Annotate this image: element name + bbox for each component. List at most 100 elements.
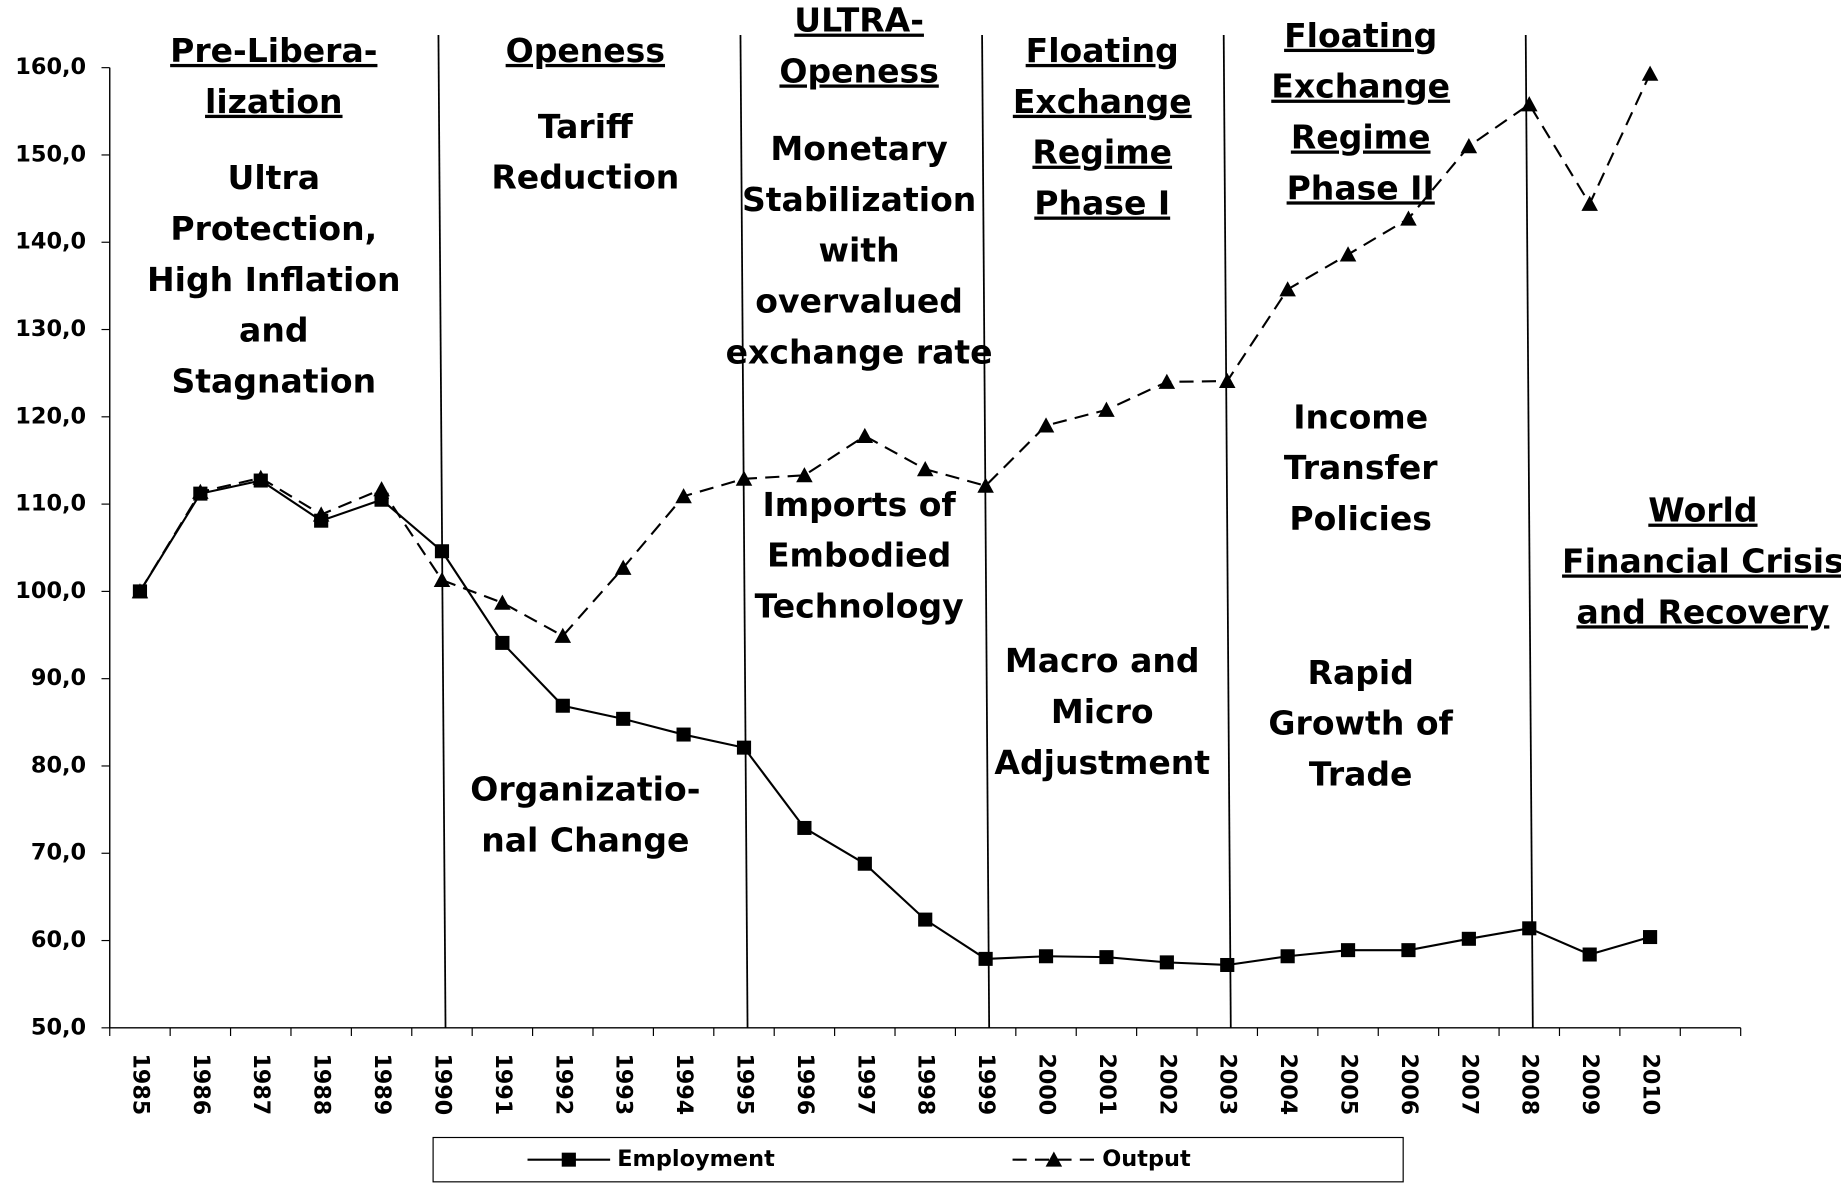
annotation-note: High Inflation bbox=[147, 261, 401, 299]
annotation-note: Tariff bbox=[538, 108, 633, 146]
annotation-heading: Openess bbox=[506, 32, 665, 70]
marker bbox=[495, 635, 510, 650]
annotation-note: overvalued bbox=[755, 283, 963, 321]
x-tick-label: 1998 bbox=[913, 1054, 939, 1116]
marker bbox=[1582, 947, 1597, 962]
marker bbox=[675, 488, 692, 504]
y-tick-label: 60,0 bbox=[31, 927, 86, 953]
annotation-heading: Phase I bbox=[1034, 185, 1170, 223]
marker bbox=[676, 727, 691, 742]
annotation-note: Imports of bbox=[762, 486, 956, 524]
annotation-note: nal Change bbox=[481, 821, 689, 859]
period-divider bbox=[739, 34, 749, 1028]
x-tick-label: 2004 bbox=[1275, 1054, 1301, 1116]
annotation-heading: Regime bbox=[1032, 134, 1172, 172]
annotation-heading: World bbox=[1648, 492, 1757, 530]
annotation-note: Technology bbox=[755, 588, 964, 626]
x-tick-label: 1994 bbox=[671, 1054, 697, 1116]
x-tick-label: 2003 bbox=[1215, 1054, 1241, 1116]
legend-box bbox=[432, 1136, 1404, 1183]
x-tick-label: 1997 bbox=[852, 1053, 878, 1115]
marker bbox=[131, 583, 149, 599]
marker bbox=[1279, 281, 1296, 297]
x-tick-label: 1987 bbox=[248, 1054, 274, 1116]
annotation-heading: lization bbox=[205, 83, 342, 121]
marker bbox=[1400, 210, 1417, 226]
marker bbox=[797, 820, 812, 835]
y-tick-label: 70,0 bbox=[31, 840, 86, 866]
marker bbox=[1460, 138, 1478, 154]
marker bbox=[1401, 943, 1416, 958]
annotation-heading: Phase II bbox=[1287, 170, 1435, 208]
marker bbox=[1098, 401, 1115, 417]
marker bbox=[616, 711, 631, 726]
marker bbox=[192, 483, 209, 499]
annotation-note: Rapid bbox=[1308, 654, 1414, 692]
annotation-note: Income bbox=[1293, 398, 1428, 436]
x-tick-label: 2008 bbox=[1517, 1054, 1543, 1116]
marker bbox=[1340, 943, 1356, 958]
annotation-note: Transfer bbox=[1284, 449, 1439, 487]
annotation-heading: Floating bbox=[1026, 32, 1179, 70]
marker bbox=[1280, 949, 1295, 964]
marker bbox=[735, 470, 753, 486]
annotation-heading: Openess bbox=[779, 53, 938, 91]
annotation-note: Macro and bbox=[1005, 642, 1200, 680]
marker bbox=[1643, 930, 1658, 945]
x-tick-label: 2006 bbox=[1396, 1053, 1422, 1115]
series-line bbox=[139, 479, 1651, 967]
marker bbox=[252, 469, 270, 485]
marker bbox=[1339, 246, 1357, 262]
x-tick-label: 1996 bbox=[792, 1054, 818, 1116]
marker bbox=[1045, 1151, 1063, 1167]
legend-label: Output bbox=[1102, 1146, 1191, 1172]
x-tick-label: 1993 bbox=[611, 1054, 637, 1116]
annotation-note: exchange rate bbox=[726, 334, 993, 372]
x-tick-label: 2000 bbox=[1033, 1053, 1059, 1115]
annotation-note: Monetary bbox=[770, 130, 947, 168]
annotation-heading: Regime bbox=[1291, 119, 1431, 157]
marker bbox=[494, 594, 511, 610]
x-tick-label: 2010 bbox=[1638, 1054, 1664, 1116]
marker bbox=[1220, 957, 1235, 972]
x-tick-label: 1991 bbox=[490, 1054, 516, 1116]
marker bbox=[1522, 921, 1537, 936]
annotation-heading: Floating bbox=[1284, 17, 1437, 55]
marker bbox=[1461, 931, 1476, 946]
x-tick-label: 2002 bbox=[1154, 1054, 1180, 1116]
annotation-note: Protection, bbox=[170, 210, 377, 248]
legend-label: Employment bbox=[617, 1146, 775, 1172]
marker bbox=[1159, 955, 1174, 970]
annotation-heading: Pre-Libera- bbox=[170, 32, 377, 70]
y-tick-label: 130,0 bbox=[15, 316, 86, 342]
marker bbox=[978, 951, 993, 966]
annotation-note: Embodied bbox=[767, 537, 951, 575]
annotation-note: Ultra bbox=[228, 159, 321, 197]
period-divider bbox=[1222, 34, 1232, 1028]
marker bbox=[561, 1152, 576, 1167]
marker bbox=[1158, 373, 1176, 389]
annotation-note: Policies bbox=[1289, 500, 1432, 538]
marker bbox=[312, 506, 330, 522]
y-tick-label: 150,0 bbox=[15, 142, 86, 168]
y-tick-label: 90,0 bbox=[31, 665, 86, 691]
marker bbox=[857, 856, 872, 871]
x-tick-label: 1995 bbox=[731, 1053, 757, 1115]
x-tick-label: 2001 bbox=[1094, 1053, 1120, 1115]
x-tick-label: 1990 bbox=[429, 1054, 455, 1116]
x-tick-label: 2005 bbox=[1335, 1054, 1361, 1116]
marker bbox=[918, 912, 933, 927]
annotation-note: Trade bbox=[1309, 756, 1413, 794]
marker bbox=[614, 559, 632, 575]
annotation-note: Stagnation bbox=[171, 363, 376, 401]
marker bbox=[1641, 65, 1659, 81]
marker bbox=[1099, 950, 1114, 965]
y-tick-label: 110,0 bbox=[15, 491, 86, 517]
y-tick-label: 120,0 bbox=[15, 403, 86, 429]
x-tick-label: 1985 bbox=[127, 1054, 153, 1116]
marker bbox=[977, 477, 994, 493]
marker bbox=[434, 544, 450, 559]
x-tick-label: 1988 bbox=[309, 1054, 335, 1116]
x-tick-label: 1986 bbox=[188, 1054, 214, 1116]
